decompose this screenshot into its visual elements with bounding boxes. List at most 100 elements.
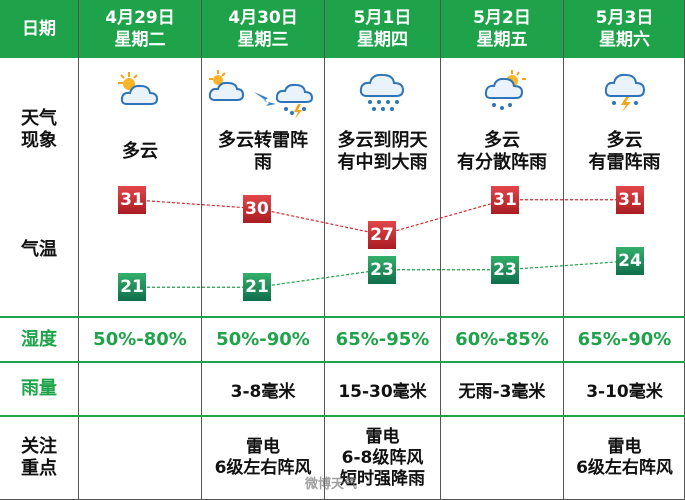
weather-label-line: 天气 xyxy=(21,108,57,129)
weekday-label: 星期五 xyxy=(476,30,528,50)
grid-line xyxy=(0,415,685,417)
date-label: 5月2日 xyxy=(473,8,531,28)
notice-line: 6-8级阵风 xyxy=(341,447,424,468)
weather-label-line: 现象 xyxy=(21,130,57,151)
notice-label-line: 重点 xyxy=(21,458,57,479)
low-temp-badge: 23 xyxy=(368,255,396,284)
humidity-value: 65%-95% xyxy=(335,329,430,350)
grid-line xyxy=(563,0,564,500)
temperature-row-label: 气温 xyxy=(0,230,78,270)
notice-row-label: 关注 重点 xyxy=(0,417,78,499)
humidity-cell-3: 65%-95% xyxy=(325,318,440,361)
humidity-label: 湿度 xyxy=(21,328,57,350)
rainfall-cell-5: 3-10毫米 xyxy=(564,363,685,415)
sun-cloud-rain-icon xyxy=(484,70,526,110)
high-temp-badge: 27 xyxy=(368,220,396,249)
weather-line: 多云到阴天 xyxy=(337,130,428,151)
day-header-4: 5月2日 星期五 xyxy=(441,0,563,58)
rainfall-value: 3-10毫米 xyxy=(586,381,663,402)
notice-line: 短时强降雨 xyxy=(340,468,425,489)
day-header-2: 4月30日 星期三 xyxy=(202,0,324,58)
cloudy-to-thunderstorm-icon xyxy=(208,70,314,119)
high-temp-badge: 31 xyxy=(491,185,519,214)
weather-line: 雨 xyxy=(254,152,272,173)
date-label: 5月3日 xyxy=(595,8,654,28)
date-label: 4月29日 xyxy=(105,8,175,28)
notice-line: 雷电 xyxy=(607,437,642,457)
temperature-line-segment xyxy=(381,199,506,236)
weather-line: 有中到大雨 xyxy=(337,152,428,173)
rain-label: 雨量 xyxy=(21,378,57,399)
weather-text-1: 多云 xyxy=(79,128,201,176)
notice-cell-3: 雷电 6-8级阵风 短时强降雨 xyxy=(325,417,440,499)
date-label: 4月30日 xyxy=(228,8,298,28)
notice-line: 6级左右阵风 xyxy=(576,458,673,478)
humidity-cell-5: 65%-90% xyxy=(564,318,685,361)
humidity-value: 50%-80% xyxy=(93,329,187,350)
day-header-1: 4月29日 星期二 xyxy=(79,0,201,58)
temperature-line-segment xyxy=(256,207,383,236)
humidity-cell-1: 50%-80% xyxy=(79,318,201,361)
grid-line xyxy=(201,0,202,500)
thunderstorm-icon xyxy=(604,73,646,112)
rainfall-value: 15-30毫米 xyxy=(338,381,427,402)
weather-text-2: 多云转雷阵 雨 xyxy=(202,128,324,176)
humidity-row-label: 湿度 xyxy=(0,318,78,361)
weather-text-3: 多云到阴天 有中到大雨 xyxy=(325,128,440,176)
weekday-label: 星期六 xyxy=(599,30,650,50)
weather-line: 有分散阵雨 xyxy=(457,152,547,173)
day-header-3: 5月1日 星期四 xyxy=(325,0,440,58)
weather-line: 多云 xyxy=(484,130,520,151)
notice-label-line: 关注 xyxy=(21,436,57,457)
humidity-value: 50%-90% xyxy=(216,329,310,350)
temperature-line-segment xyxy=(504,260,631,271)
low-temp-badge: 21 xyxy=(243,273,271,302)
notice-cell-2: 雷电 6级左右阵风 xyxy=(202,417,324,499)
weather-text-5: 多云 有雷阵雨 xyxy=(564,128,685,176)
header-corner: 日期 xyxy=(0,0,78,58)
grid-line xyxy=(440,0,441,500)
grid-line xyxy=(78,0,79,500)
rain-cloud-icon xyxy=(359,73,405,111)
rainfall-row-label: 雨量 xyxy=(0,363,78,415)
weather-line: 多云 xyxy=(606,130,643,151)
low-temp-badge: 24 xyxy=(616,247,644,275)
corner-label: 日期 xyxy=(22,19,56,39)
partly-cloudy-icon xyxy=(118,72,159,105)
rainfall-value: 3-8毫米 xyxy=(230,381,296,402)
humidity-cell-4: 60%-85% xyxy=(441,318,563,361)
temperature-line-segment xyxy=(256,269,383,288)
notice-line: 6级左右阵风 xyxy=(214,458,312,478)
rainfall-cell-1 xyxy=(79,363,201,415)
watermark: 微博天气 xyxy=(305,477,358,492)
temperature-line-segment xyxy=(131,199,258,210)
weather-line: 多云转雷阵 xyxy=(218,130,308,151)
humidity-cell-2: 50%-90% xyxy=(202,318,324,361)
humidity-value: 60%-85% xyxy=(455,329,549,350)
humidity-value: 65%-90% xyxy=(577,329,672,350)
notice-line: 雷电 xyxy=(365,426,400,447)
rainfall-value: 无雨-3毫米 xyxy=(458,381,546,402)
low-temp-badge: 23 xyxy=(491,255,519,284)
day-header-5: 5月3日 星期六 xyxy=(564,0,685,58)
low-temp-badge: 21 xyxy=(118,273,146,302)
date-label: 5月1日 xyxy=(353,8,412,28)
high-temp-badge: 31 xyxy=(616,185,644,214)
weekday-label: 星期三 xyxy=(237,30,289,50)
notice-line: 雷电 xyxy=(246,437,280,457)
weekday-label: 星期二 xyxy=(114,30,166,50)
high-temp-badge: 31 xyxy=(118,185,146,214)
weather-line: 有雷阵雨 xyxy=(588,152,661,173)
rainfall-cell-2: 3-8毫米 xyxy=(202,363,324,415)
rainfall-cell-4: 无雨-3毫米 xyxy=(441,363,563,415)
high-temp-badge: 30 xyxy=(243,194,271,223)
grid-line xyxy=(0,361,685,363)
weekday-label: 星期四 xyxy=(357,30,408,50)
notice-cell-5: 雷电 6级左右阵风 xyxy=(564,417,685,499)
grid-line xyxy=(0,316,685,318)
temp-label: 气温 xyxy=(21,239,57,260)
weather-text-4: 多云 有分散阵雨 xyxy=(441,128,563,176)
rainfall-cell-3: 15-30毫米 xyxy=(325,363,440,415)
